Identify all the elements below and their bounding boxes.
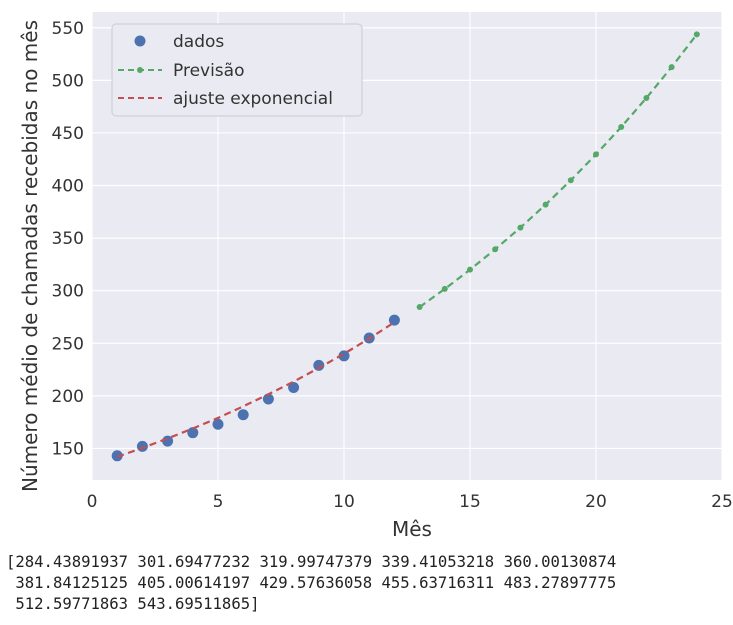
x-axis-title: Mês [392, 517, 432, 541]
y-tick-label: 350 [52, 229, 84, 249]
point-previsao [542, 201, 549, 208]
point-previsao [643, 94, 650, 101]
legend-marker-previsao [137, 67, 143, 73]
x-tick-label: 0 [87, 492, 98, 512]
point-dados [338, 350, 350, 362]
y-tick-label: 400 [52, 177, 84, 197]
console-output: [284.43891937 301.69477232 319.99747379 … [6, 553, 617, 613]
point-previsao [517, 224, 524, 231]
point-dados [388, 314, 400, 326]
legend-label-ajuste: ajuste exponencial [173, 89, 333, 109]
y-tick-label: 550 [52, 19, 84, 39]
legend-marker-dados [134, 35, 146, 47]
point-previsao [416, 304, 423, 311]
point-previsao [693, 31, 700, 38]
point-dados [262, 393, 274, 405]
x-tick-label: 15 [459, 492, 481, 512]
y-tick-label: 300 [52, 282, 84, 302]
point-dados [187, 427, 199, 439]
x-tick-label: 25 [711, 492, 733, 512]
point-dados [288, 381, 300, 393]
x-tick-label: 5 [213, 492, 224, 512]
legend-box [111, 23, 363, 117]
point-previsao [618, 124, 625, 131]
y-tick-label: 200 [52, 387, 84, 407]
y-tick-label: 450 [52, 124, 84, 144]
legend-label-dados: dados [173, 32, 224, 52]
tick-labels: 0 5 10 15 20 25 150 200 250 300 350 400 450 500 550 [52, 19, 733, 512]
point-previsao [492, 246, 499, 253]
chart: 0 5 10 15 20 25 150 200 250 300 350 400 450 500 550 Mê… [18, 12, 733, 541]
legend-label-previsao: Previsão [173, 61, 245, 81]
y-tick-label: 150 [52, 439, 84, 459]
x-tick-label: 20 [585, 492, 607, 512]
point-previsao [567, 177, 574, 184]
y-tick-label: 500 [52, 71, 84, 91]
point-previsao [668, 64, 675, 71]
y-axis-title: Número médio de chamadas recebidas no mê… [18, 20, 42, 492]
point-previsao [441, 285, 448, 292]
series-line-ajuste-exponencial [116, 321, 395, 458]
x-tick-label: 10 [333, 492, 355, 512]
legend: dados Previsão ajuste exponencial [111, 23, 363, 117]
point-dados [212, 418, 224, 430]
point-dados [136, 440, 148, 452]
y-tick-label: 250 [52, 334, 84, 354]
series [111, 31, 700, 462]
point-previsao [467, 266, 473, 273]
point-previsao [593, 151, 599, 158]
point-dados [313, 359, 325, 371]
series-line-previsao [418, 33, 698, 308]
point-dados [237, 409, 249, 421]
